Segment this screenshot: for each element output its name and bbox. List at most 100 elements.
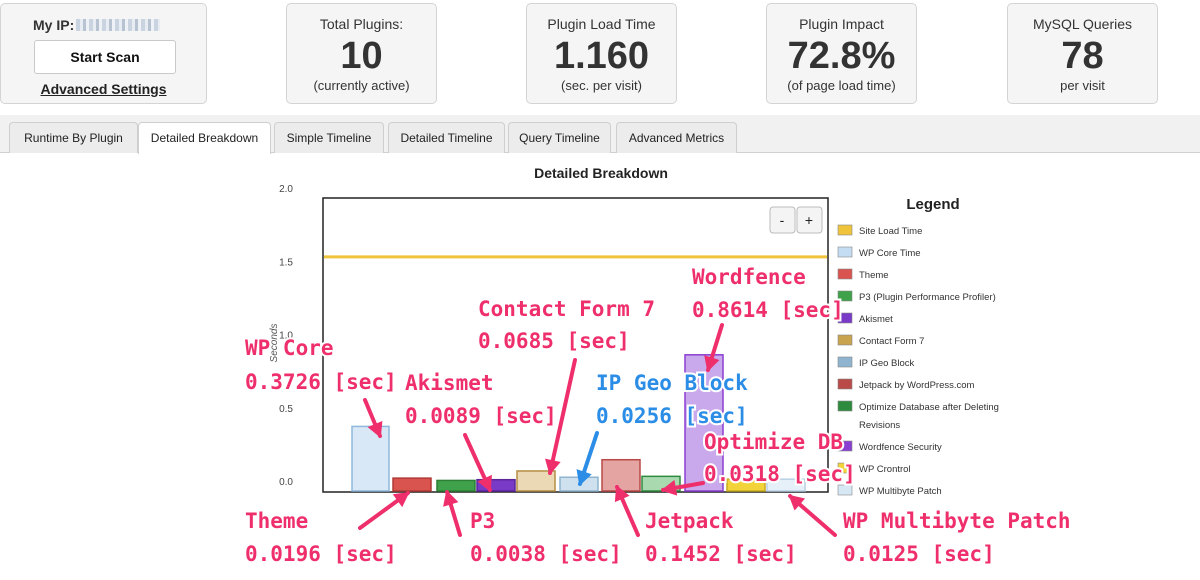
legend-label: Akismet (859, 314, 893, 325)
legend-label: WP Crontrol (859, 464, 911, 475)
annotation-arrow-p3 (445, 490, 462, 537)
legend-label: IP Geo Block (859, 358, 915, 369)
y-tick-label: 2.0 (279, 184, 293, 195)
legend-label: Jetpack by WordPress.com (859, 380, 975, 391)
stat-subtitle: (sec. per visit) (561, 78, 642, 93)
legend-label: Contact Form 7 (859, 336, 924, 347)
tab-detailed-timeline[interactable]: Detailed Timeline (388, 122, 505, 153)
bar-optimize-db (641, 475, 681, 492)
bar-contact-form-7 (516, 470, 556, 492)
annotation-value: 0.1452 [sec] (645, 542, 797, 566)
legend-item: Wordfence Security (837, 440, 942, 453)
tab-query-timeline[interactable]: Query Timeline (508, 122, 611, 153)
legend-label: Wordfence Security (859, 442, 942, 453)
zoom-in-label: + (805, 212, 813, 228)
bar-akismet (476, 478, 516, 492)
legend-swatch (837, 224, 853, 236)
annotation-value: 0.0125 [sec] (843, 542, 995, 566)
stat-total-plugins: Total Plugins: 10 (currently active) (286, 3, 437, 104)
zoom-out-button[interactable]: - (769, 206, 796, 234)
stat-title: MySQL Queries (1032, 16, 1133, 32)
bar-p3 (436, 479, 476, 492)
annotation-wp-multibyte: WP Multibyte Patch 0.0125 [sec] (841, 507, 1073, 568)
stat-value: 72.8% (787, 35, 896, 77)
stat-subtitle: (currently active) (313, 78, 410, 93)
legend-swatch (837, 334, 853, 346)
annotation-name: Jetpack (645, 509, 734, 533)
legend-item: WP Multibyte Patch (837, 484, 942, 497)
bar-theme (392, 477, 432, 492)
annotation-p3: P3 0.0038 [sec] (468, 507, 624, 568)
stat-title: Plugin Impact (799, 16, 884, 32)
stat-plugin-load-time: Plugin Load Time 1.160 (sec. per visit) (526, 3, 677, 104)
stat-value: 10 (340, 35, 383, 77)
tab-advanced-metrics[interactable]: Advanced Metrics (616, 122, 737, 153)
y-tick-label: 0.0 (279, 477, 293, 488)
chart-title: Detailed Breakdown (534, 165, 668, 181)
zoom-out-label: - (780, 212, 785, 228)
y-tick-label: 0.5 (279, 404, 293, 415)
stat-value: 1.160 (553, 35, 650, 77)
tab-simple-timeline[interactable]: Simple Timeline (274, 122, 384, 153)
bar-wordfence (684, 354, 724, 492)
legend-swatch (837, 312, 853, 324)
legend-item: WP Crontrol (837, 462, 911, 475)
y-tick-label: 1.0 (279, 331, 293, 342)
legend-label: Optimize Database after Deleting Revision… (859, 402, 999, 431)
tab-detailed-breakdown[interactable]: Detailed Breakdown (138, 122, 271, 154)
annotation-name: P3 (470, 509, 495, 533)
legend-item: Optimize Database after Deleting Revision… (837, 400, 999, 431)
y-tick-label: 1.5 (279, 257, 293, 268)
legend-label: Site Load Time (859, 226, 922, 237)
annotation-value: 0.0196 [sec] (245, 542, 397, 566)
my-ip-label: My IP: (33, 17, 75, 33)
bar-wp-multibyte-patch (766, 478, 806, 492)
legend-swatch (837, 484, 853, 496)
legend-swatch (837, 356, 853, 368)
legend-swatch (837, 440, 853, 452)
ip-address-masked (76, 19, 161, 31)
stat-subtitle: (of page load time) (787, 78, 896, 93)
legend-label: WP Multibyte Patch (859, 486, 942, 497)
legend-label: Theme (859, 270, 889, 281)
advanced-settings-link[interactable]: Advanced Settings (40, 81, 167, 97)
start-scan-button[interactable]: Start Scan (34, 40, 176, 74)
legend-title: Legend (906, 196, 959, 213)
legend-swatch (837, 246, 853, 258)
detailed-breakdown-chart: Detailed Breakdown 2.0 1.5 1.0 0.5 0.0 Secon… (269, 165, 999, 497)
stat-subtitle: per visit (1060, 78, 1105, 93)
scan-panel: My IP: Start Scan Advanced Settings (0, 3, 207, 104)
legend-swatch (837, 290, 853, 302)
tab-runtime-by-plugin[interactable]: Runtime By Plugin (9, 122, 138, 153)
legend-swatch (837, 268, 853, 280)
plot-area (322, 197, 829, 493)
stat-plugin-impact: Plugin Impact 72.8% (of page load time) (766, 3, 917, 104)
legend-item: P3 (Plugin Performance Profiler) (837, 290, 996, 303)
stat-mysql-queries: MySQL Queries 78 per visit (1007, 3, 1158, 104)
annotation-theme: Theme 0.0196 [sec] (243, 507, 399, 568)
legend-item: Theme (837, 268, 889, 281)
chart-legend: Site Load Time WP Core Time Theme P3 (Plugi… (837, 224, 999, 497)
zoom-in-button[interactable]: + (796, 206, 823, 234)
legend-item: Contact Form 7 (837, 334, 924, 347)
legend-swatch (837, 400, 853, 412)
legend-item: WP Core Time (837, 246, 921, 259)
bar-wp-core (351, 425, 390, 492)
bar-jetpack (601, 458, 641, 492)
y-axis-label: Seconds (269, 324, 280, 363)
bar-wp-crontrol (726, 478, 766, 492)
legend-label: WP Core Time (859, 248, 921, 259)
legend-swatch (837, 462, 853, 474)
annotation-jetpack: Jetpack 0.1452 [sec] (643, 507, 799, 568)
legend-item: Jetpack by WordPress.com (837, 378, 975, 391)
my-ip-row: My IP: (33, 17, 161, 33)
annotation-name: WP Multibyte Patch (843, 509, 1071, 533)
stat-title: Total Plugins: (319, 16, 404, 32)
legend-label: P3 (Plugin Performance Profiler) (859, 292, 996, 303)
annotation-value: 0.0038 [sec] (470, 542, 622, 566)
legend-item: Site Load Time (837, 224, 922, 237)
legend-item: IP Geo Block (837, 356, 915, 369)
tab-bar: Runtime By Plugin Detailed Breakdown Sim… (0, 115, 1200, 154)
stat-value: 78 (1061, 35, 1104, 77)
annotation-arrow-theme (358, 491, 410, 530)
